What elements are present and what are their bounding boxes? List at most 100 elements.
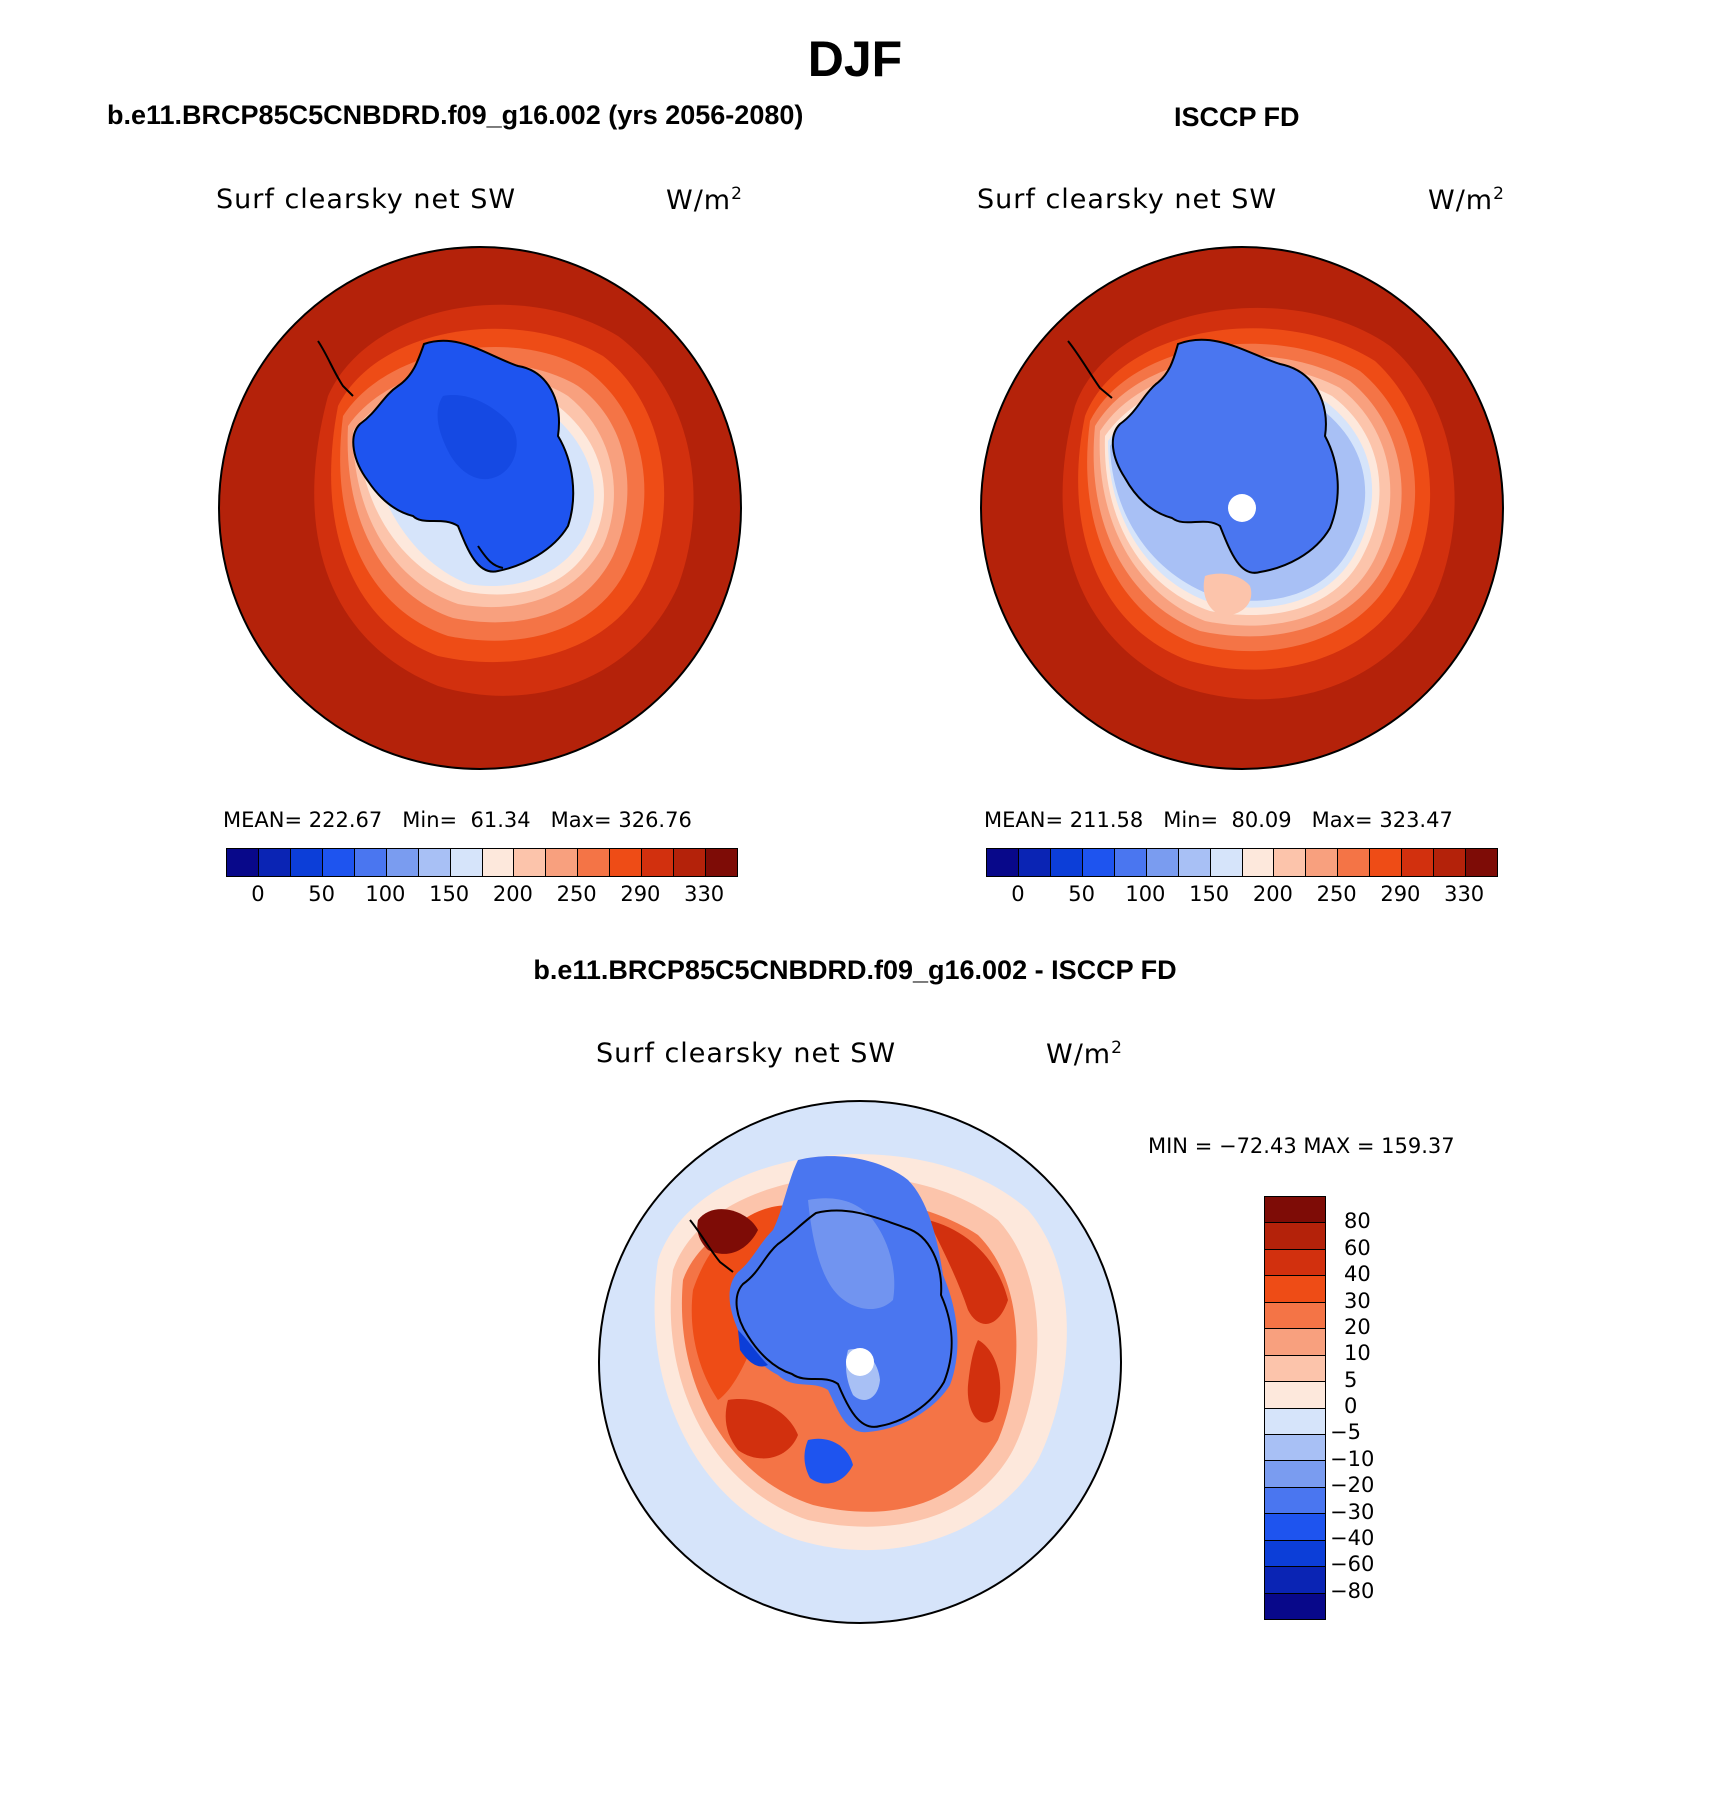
colorbar-swatch: [1265, 1540, 1325, 1568]
colorbar-swatch: [1265, 1461, 1325, 1488]
colorbar-swatch: [354, 849, 387, 876]
colorbar-swatch: [1265, 1434, 1325, 1462]
colorbar-level-label: 30: [1344, 1288, 1371, 1313]
colorbar-level-label: 80: [1344, 1209, 1371, 1234]
difference-colorbar: [1264, 1196, 1326, 1620]
colorbar-tick-label: 0: [1011, 882, 1025, 906]
panel-2-polar-map: [980, 246, 1504, 770]
colorbar-swatch: [1265, 1249, 1325, 1277]
colorbar-swatch: [1265, 1382, 1325, 1409]
colorbar-tick-label: 100: [365, 882, 406, 906]
panel-1-stats: MEAN= 222.67 Min= 61.34 Max= 326.76: [223, 808, 692, 832]
colorbar-swatch: [706, 849, 737, 876]
panel-2-colorbar-ticks: 0 50 100 150 200 250 290 330: [986, 882, 1496, 908]
colorbar-level-label: 5: [1344, 1367, 1358, 1392]
colorbar-swatch: [1265, 1567, 1325, 1594]
colorbar-tick-label: 330: [684, 882, 725, 906]
colorbar-swatch: [987, 849, 1019, 876]
colorbar-swatch: [1434, 849, 1467, 876]
colorbar-swatch: [1114, 849, 1147, 876]
colorbar-level-label: 10: [1344, 1341, 1371, 1366]
colorbar-swatch: [1146, 849, 1179, 876]
colorbar-swatch: [1338, 849, 1371, 876]
colorbar-swatch: [1265, 1276, 1325, 1303]
colorbar-swatch: [450, 849, 483, 876]
colorbar-swatch: [1466, 849, 1497, 876]
colorbar-swatch: [1265, 1514, 1325, 1541]
colorbar-tick-label: 290: [620, 882, 661, 906]
colorbar-tick-label: 150: [429, 882, 470, 906]
colorbar-swatch: [1402, 849, 1435, 876]
panel-1-colorbar-ticks: 0 50 100 150 200 250 290 330: [226, 882, 736, 908]
colorbar-level-label: −60: [1330, 1552, 1375, 1577]
colorbar-swatch: [290, 849, 323, 876]
colorbar-swatch: [1265, 1593, 1325, 1619]
colorbar-level-label: −30: [1330, 1499, 1375, 1524]
colorbar-swatch: [1265, 1197, 1325, 1224]
colorbar-tick-label: 50: [1068, 882, 1095, 906]
colorbar-tick-label: 200: [492, 882, 533, 906]
panel-1-title: b.e11.BRCP85C5CNBDRD.f09_g16.002 (yrs 20…: [107, 100, 804, 130]
colorbar-swatch: [546, 849, 579, 876]
panel-2-colorbar: [986, 848, 1498, 877]
panel-2-variable-label: Surf clearsky net SW: [977, 184, 1278, 215]
panel-1-units: W/m2: [666, 184, 743, 216]
panel-1-variable-label: Surf clearsky net SW: [216, 184, 517, 215]
colorbar-level-label: 60: [1344, 1235, 1371, 1260]
colorbar-tick-label: 250: [556, 882, 597, 906]
colorbar-swatch: [258, 849, 291, 876]
difference-polar-map: [598, 1100, 1122, 1624]
colorbar-tick-label: 150: [1189, 882, 1230, 906]
colorbar-tick-label: 330: [1444, 882, 1485, 906]
colorbar-swatch: [1178, 849, 1211, 876]
colorbar-tick-label: 50: [308, 882, 335, 906]
difference-colorbar-labels: 80 60 40 30 20 10 5 0 −5 −10 −20 −30 −40 −60 −80: [1330, 1196, 1474, 1618]
colorbar-swatch: [322, 849, 355, 876]
difference-title: b.e11.BRCP85C5CNBDRD.f09_g16.002 - ISCCP…: [533, 955, 1177, 985]
panel-2-stats: MEAN= 211.58 Min= 80.09 Max= 323.47: [984, 808, 1453, 832]
colorbar-swatch: [1265, 1302, 1325, 1330]
colorbar-swatch: [1242, 849, 1275, 876]
colorbar-swatch: [1306, 849, 1339, 876]
colorbar-tick-label: 100: [1125, 882, 1166, 906]
colorbar-swatch: [1265, 1329, 1325, 1356]
colorbar-level-label: 0: [1344, 1394, 1358, 1418]
colorbar-swatch: [482, 849, 515, 876]
colorbar-swatch: [674, 849, 707, 876]
colorbar-swatch: [1265, 1487, 1325, 1515]
colorbar-swatch: [1265, 1355, 1325, 1383]
colorbar-level-label: −5: [1330, 1420, 1361, 1445]
panel-1-colorbar: [226, 848, 738, 877]
colorbar-level-label: −20: [1330, 1473, 1375, 1498]
colorbar-level-label: 40: [1344, 1262, 1371, 1287]
colorbar-swatch: [1265, 1408, 1325, 1435]
colorbar-swatch: [1018, 849, 1051, 876]
difference-units: W/m2: [1046, 1038, 1123, 1070]
difference-minmax: MIN = −72.43 MAX = 159.37: [1148, 1134, 1455, 1158]
colorbar-swatch: [386, 849, 419, 876]
figure-title: DJF: [807, 31, 903, 87]
colorbar-swatch: [227, 849, 259, 876]
colorbar-level-label: −40: [1330, 1525, 1375, 1550]
colorbar-swatch: [1265, 1223, 1325, 1250]
colorbar-level-label: −80: [1330, 1578, 1375, 1603]
panel-2-units: W/m2: [1428, 184, 1505, 216]
colorbar-swatch: [1082, 849, 1115, 876]
panel-2-title: ISCCP FD: [1174, 102, 1300, 132]
colorbar-tick-label: 290: [1380, 882, 1421, 906]
colorbar-swatch: [514, 849, 547, 876]
colorbar-swatch: [1210, 849, 1243, 876]
panel-1-polar-map: [218, 246, 742, 770]
colorbar-level-label: −10: [1330, 1446, 1375, 1471]
colorbar-swatch: [578, 849, 611, 876]
colorbar-level-label: 20: [1344, 1314, 1371, 1339]
colorbar-swatch: [1370, 849, 1403, 876]
colorbar-tick-label: 200: [1252, 882, 1293, 906]
colorbar-tick-label: 250: [1316, 882, 1357, 906]
colorbar-swatch: [642, 849, 675, 876]
colorbar-swatch: [610, 849, 643, 876]
colorbar-swatch: [1050, 849, 1083, 876]
colorbar-swatch: [418, 849, 451, 876]
colorbar-swatch: [1274, 849, 1307, 876]
difference-variable-label: Surf clearsky net SW: [596, 1038, 897, 1069]
